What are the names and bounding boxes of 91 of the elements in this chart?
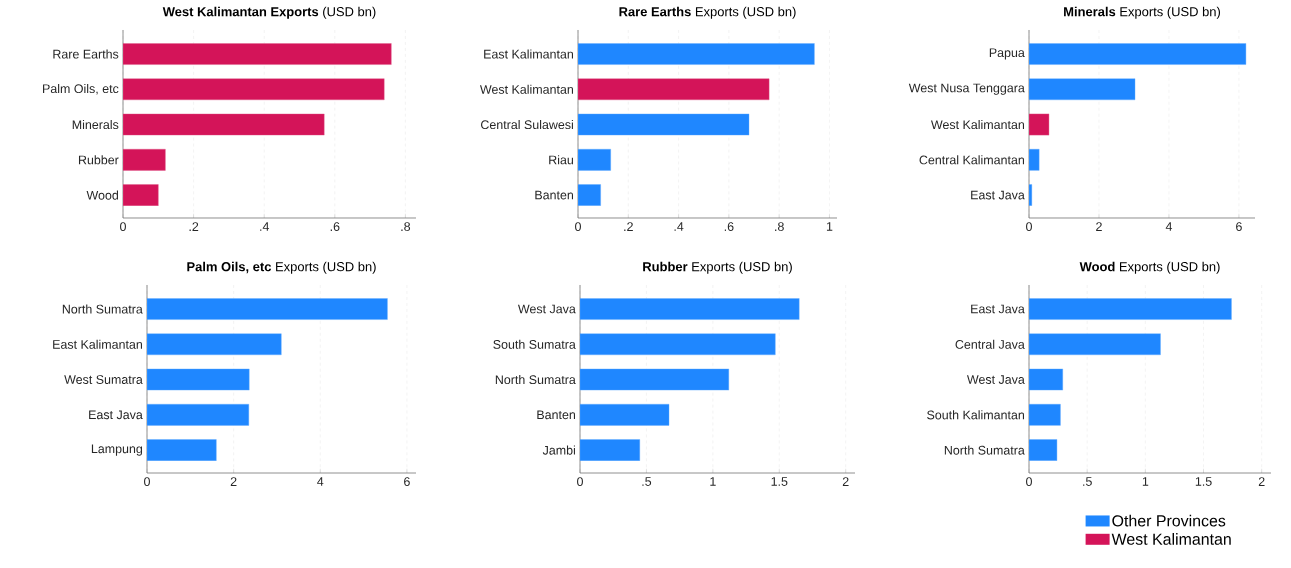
y-tick-label: East Java (971, 190, 1025, 200)
legend-label: West Kalimantan (1111, 533, 1231, 545)
x-tick-label: 0 (577, 477, 583, 487)
x-tick-label: 0 (144, 477, 150, 487)
bar (1029, 368, 1063, 391)
bar (1029, 43, 1247, 65)
x-tick-label: 2 (1258, 477, 1265, 486)
y-tick-label: Palm Oils, etc (43, 83, 119, 95)
y-tick-label: Central Kalimantan (919, 155, 1024, 165)
y-tick-label: Central Java (955, 339, 1025, 349)
y-tick-label: North Sumatra (62, 304, 143, 314)
y-tick-label: Minerals (72, 119, 119, 130)
x-tick-label: .8 (775, 222, 784, 231)
y-tick-label: West Java (517, 304, 576, 314)
bar (1029, 78, 1136, 101)
x-tick-label: 1 (1142, 477, 1149, 486)
y-tick-label: East Kalimantan (53, 339, 142, 349)
x-tick-label: .5 (1083, 477, 1092, 486)
x-tick-label: .2 (189, 222, 199, 231)
chart-title: Palm Oils, etc Exports (USD bn) (187, 261, 376, 274)
bar (580, 439, 640, 461)
y-tick-label: West Kalimantan (479, 84, 573, 94)
y-tick-label: East Kalimantan (484, 49, 573, 59)
y-tick-label: Riau (549, 155, 573, 165)
bar (580, 298, 800, 320)
bar (147, 298, 388, 320)
x-tick-label: 6 (404, 477, 410, 487)
y-tick-label: West Sumatra (64, 375, 143, 384)
bar (578, 43, 815, 65)
bar (123, 184, 159, 206)
y-tick-label: Jambi (542, 445, 575, 455)
x-tick-label: 2 (230, 477, 237, 486)
bar (1029, 298, 1232, 320)
x-tick-label: 1 (826, 222, 833, 231)
y-tick-label: East Java (971, 304, 1025, 314)
y-tick-label: Banten (537, 410, 575, 420)
y-tick-label: Rare Earths (53, 49, 119, 59)
y-tick-label: North Sumatra (495, 374, 576, 385)
chart-title: Minerals Exports (USD bn) (1064, 6, 1221, 19)
bar (578, 113, 750, 136)
bar (580, 404, 670, 426)
bar (123, 149, 166, 171)
bar (578, 149, 611, 171)
x-tick-label: 0 (575, 222, 581, 231)
bar (578, 184, 601, 206)
x-tick-label: 1 (710, 477, 716, 486)
bar (147, 333, 282, 356)
y-tick-label: Central Sulawesi (481, 119, 573, 130)
y-tick-label: West Kalimantan (930, 119, 1024, 130)
x-tick-label: 0 (1026, 477, 1032, 487)
x-tick-label: .5 (642, 477, 652, 486)
bar (1029, 404, 1061, 426)
x-tick-label: 0 (120, 222, 126, 231)
y-tick-label: West Nusa Tenggara (908, 83, 1025, 95)
x-tick-label: 2 (1096, 222, 1102, 231)
y-tick-label: Banten (535, 190, 573, 200)
x-tick-label: 1.5 (771, 477, 788, 486)
bar (147, 404, 249, 426)
x-tick-label: .6 (724, 222, 734, 231)
x-tick-label: .2 (624, 222, 633, 231)
chart-title: Rare Earths Exports (USD bn) (619, 6, 796, 19)
chart-title: Rubber Exports (USD bn) (643, 261, 792, 274)
x-tick-label: 4 (1165, 222, 1173, 231)
bar (123, 78, 385, 101)
x-tick-label: .4 (260, 222, 270, 231)
x-tick-label: 6 (1236, 222, 1242, 231)
bar (580, 333, 776, 356)
y-tick-label: Wood (86, 190, 119, 200)
bar (580, 368, 729, 391)
x-tick-label: .6 (330, 222, 340, 231)
y-tick-label: East Java (89, 410, 143, 420)
chart-title: West Kalimantan Exports (USD bn) (162, 6, 376, 19)
x-tick-label: 2 (842, 477, 849, 486)
chart-title: Wood Exports (USD bn) (1079, 261, 1220, 274)
bar (147, 439, 217, 461)
x-tick-label: .8 (401, 222, 411, 231)
y-tick-label: North Sumatra (944, 445, 1025, 455)
y-tick-label: West Java (966, 375, 1025, 384)
y-tick-label: Lampung (91, 444, 142, 456)
y-tick-label: South Sumatra (493, 339, 576, 349)
legend-label: Other Provinces (1112, 514, 1226, 527)
x-tick-label: .4 (674, 222, 684, 231)
x-tick-label: 4 (317, 477, 324, 486)
y-tick-label: South Kalimantan (927, 410, 1024, 420)
bar (1029, 333, 1161, 356)
y-tick-label: Rubber (78, 155, 119, 165)
y-tick-label: Papua (989, 48, 1025, 60)
bar (123, 43, 392, 65)
x-tick-label: 0 (1026, 222, 1032, 231)
bar (1029, 439, 1058, 461)
x-tick-label: 1.5 (1195, 477, 1212, 486)
